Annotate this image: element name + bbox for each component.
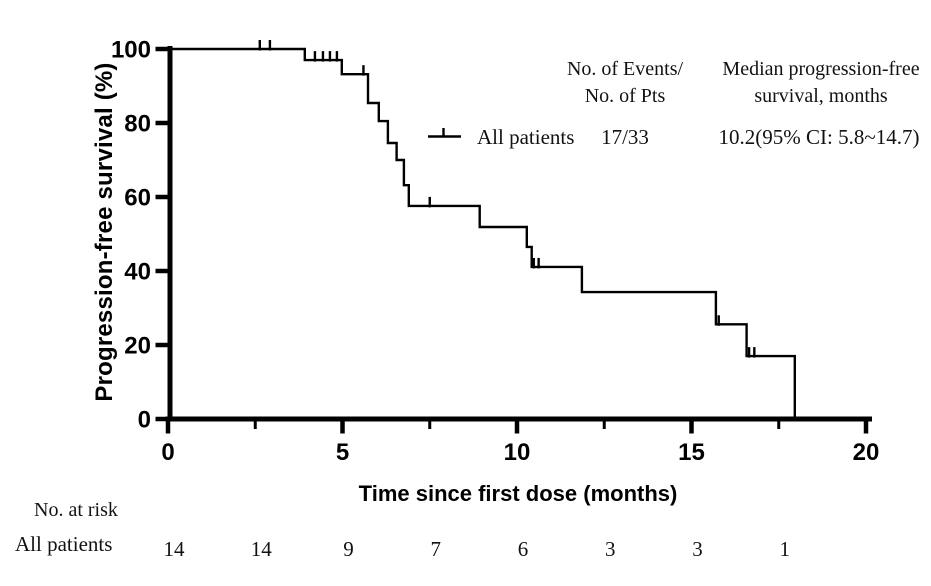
at-risk-count: 3 (692, 537, 703, 561)
legend-header-events-line1: No. of Events/ (566, 58, 684, 80)
legend-header-median-line1: Median progression-free (722, 58, 920, 80)
legend-median-value: 10.2(95% CI: 5.8~14.7) (718, 125, 920, 149)
y-axis-title: Progression-free survival (%) (91, 62, 118, 402)
legend-header-median-line2: survival, months (754, 85, 888, 107)
at-risk-row-label: All patients (15, 532, 113, 556)
x-axis-tick-label: 15 (678, 439, 705, 466)
at-risk-count: 9 (343, 537, 354, 561)
legend-header-events-line2: No. of Pts (584, 85, 666, 107)
y-axis-tick-label: 80 (124, 111, 151, 138)
at-risk-count: 14 (164, 537, 186, 561)
y-axis-tick-label: 60 (124, 185, 151, 212)
at-risk-count: 7 (431, 537, 442, 561)
x-axis-tick-label: 10 (504, 439, 531, 466)
at-risk-count: 3 (605, 537, 616, 561)
at-risk-count: 1 (780, 537, 791, 561)
y-axis-tick-label: 40 (124, 259, 151, 286)
y-axis-tick-label: 0 (138, 407, 151, 434)
x-axis-tick-label: 0 (161, 439, 174, 466)
legend-series-label: All patients (477, 125, 575, 149)
x-axis-tick-label: 20 (853, 439, 880, 466)
x-axis-tick-label: 5 (336, 439, 349, 466)
legend-header-median: Median progression-free survival, months (700, 56, 931, 110)
at-risk-title: No. at risk (34, 499, 118, 521)
legend-events-value: 17/33 (601, 125, 649, 149)
y-axis-tick-label: 100 (111, 37, 151, 64)
at-risk-count: 6 (518, 537, 529, 561)
km-curve (168, 47, 796, 418)
y-axis-tick-label: 20 (124, 333, 151, 360)
at-risk-count: 14 (251, 537, 273, 561)
x-axis-title: Time since first dose (months) (358, 481, 678, 506)
legend-header-events: No. of Events/ No. of Pts (515, 56, 735, 110)
